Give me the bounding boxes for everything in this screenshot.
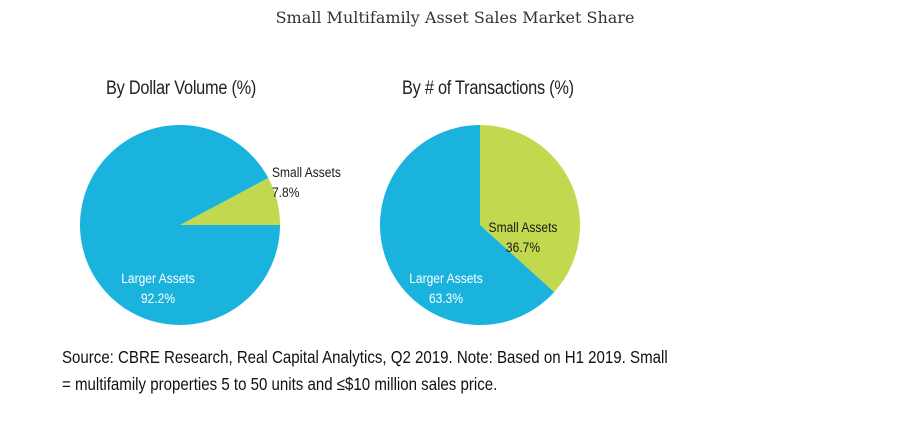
- pie-chart-transactions: Small Assets 36.7% Larger Assets 63.3%: [380, 125, 580, 325]
- chart-title: Small Multifamily Asset Sales Market Sha…: [275, 8, 635, 27]
- pie-2-larger-assets-value: 63.3%: [429, 290, 463, 306]
- pie-2-larger-assets-label: Larger Assets: [409, 270, 483, 286]
- pie-2-slice-larger-assets: [380, 125, 555, 325]
- pie-1-larger-assets-label: Larger Assets: [121, 270, 195, 286]
- pie-1-larger-assets-value: 92.2%: [141, 290, 175, 306]
- pie-chart-dollar-volume: Small Assets 7.8% Larger Assets 92.2%: [80, 124, 341, 325]
- pie-1-slice-larger-assets: [80, 124, 280, 325]
- pie-1-small-assets-value: 7.8%: [272, 184, 300, 200]
- pie-2-title: By # of Transactions (%): [402, 78, 574, 99]
- pie-1-slice-small-assets: [180, 177, 280, 225]
- pie-1-small-assets-label: Small Assets: [272, 164, 341, 180]
- source-line-2: = multifamily properties 5 to 50 units a…: [62, 374, 498, 394]
- pie-2-small-assets-label: Small Assets: [489, 219, 558, 235]
- source-line-1: Source: CBRE Research, Real Capital Anal…: [62, 347, 668, 367]
- source-note: Source: CBRE Research, Real Capital Anal…: [62, 344, 668, 398]
- pie-2-small-assets-value: 36.7%: [506, 239, 540, 255]
- pie-1-title: By Dollar Volume (%): [106, 78, 257, 99]
- pie-2-slice-small-assets: [480, 125, 580, 293]
